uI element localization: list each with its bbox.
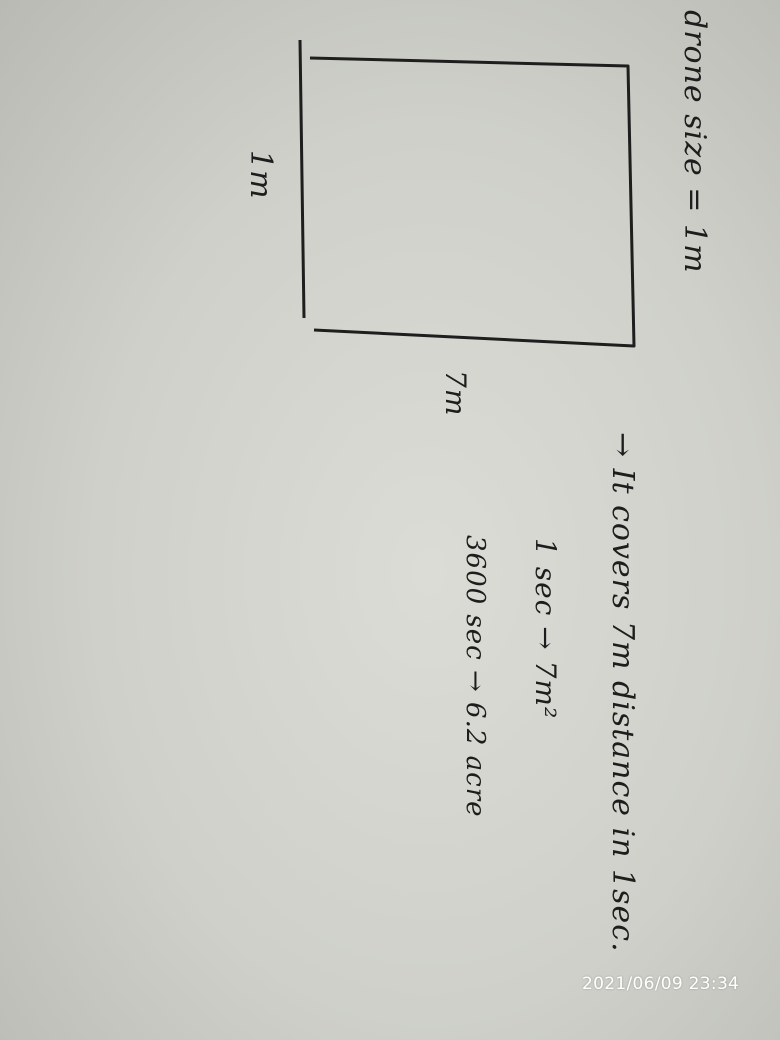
side-length-label: 1m (243, 150, 278, 200)
coverage-note: → It covers 7m distance in 1sec. (605, 432, 640, 953)
per-second-note: 1 sec → 7m² (529, 538, 562, 720)
per-hour-note: 3600 sec → 6.2 acre (460, 535, 490, 818)
drone-size-note: drone size = 1m (677, 10, 712, 274)
timestamp-overlay: 2021/06/09 23:34 (582, 974, 740, 994)
square-left-edge (298, 39, 306, 319)
width-label: 7m (439, 370, 472, 417)
square-outline (309, 56, 636, 348)
